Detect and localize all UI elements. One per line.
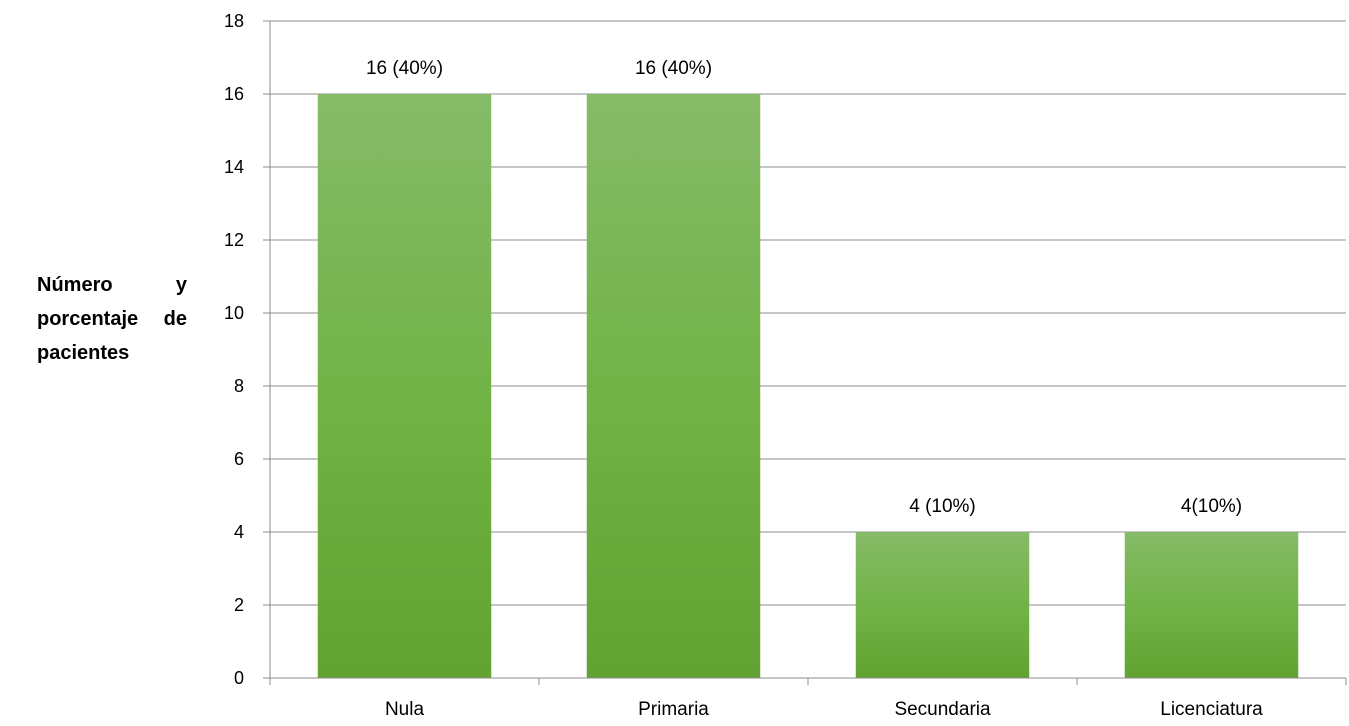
bar [1124, 532, 1299, 678]
y-tick-label: 6 [234, 449, 244, 469]
data-label: 4(10%) [1181, 496, 1242, 517]
y-tick-label: 12 [224, 230, 244, 250]
x-tick-label: Secundaria [894, 699, 991, 720]
y-tick-label: 8 [234, 376, 244, 396]
axes [263, 20, 1347, 685]
bar [855, 532, 1030, 678]
y-tick-label: 4 [234, 522, 244, 542]
y-tick-label: 14 [224, 157, 244, 177]
y-tick-label: 2 [234, 595, 244, 615]
data-label: 16 (40%) [366, 58, 443, 79]
y-axis-title: Número y porcentaje de pacientes [37, 274, 187, 364]
bar [586, 94, 761, 678]
y-tick-label: 10 [224, 303, 244, 323]
x-tick-label: Licenciatura [1160, 699, 1263, 720]
data-label: 16 (40%) [635, 58, 712, 79]
x-tick-label: Nula [385, 699, 425, 720]
data-label: 4 (10%) [909, 496, 976, 517]
bar [317, 94, 492, 678]
y-tick-label: 18 [224, 11, 244, 31]
x-tick-label: Primaria [638, 699, 709, 720]
bars [317, 94, 1299, 678]
labels: 0 2 4 6 8 10 12 14 16 18 16 (40%) Nula 16 (40%) Prima… [224, 11, 1263, 720]
y-tick-label: 16 [224, 84, 244, 104]
y-tick-label: 0 [234, 668, 244, 688]
